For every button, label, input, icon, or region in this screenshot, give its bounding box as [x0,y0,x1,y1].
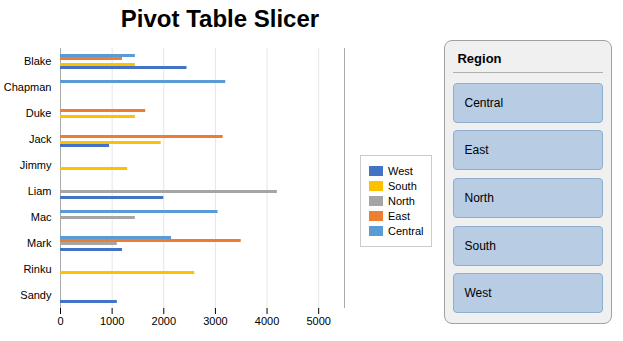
html-text:West: West [388,164,413,177]
html-text:East: East [464,143,489,158]
svg-text:3000: 3000 [203,315,227,327]
svg-text:Jimmy: Jimmy [20,159,52,171]
svg-text:Sandy: Sandy [20,289,52,301]
svg-text:Rinku: Rinku [23,263,51,275]
svg-text:Liam: Liam [28,185,52,197]
svg-text:Mark: Mark [27,237,52,249]
svg-text:Jack: Jack [29,133,52,145]
html-text:Central: Central [464,95,504,110]
svg-text:Chapman: Chapman [4,81,52,93]
svg-text:Mac: Mac [31,211,52,223]
svg-text:0: 0 [57,315,63,327]
svg-text:1000: 1000 [100,315,124,327]
html-text:Region: Region [457,51,502,66]
html-text:North: North [388,194,415,207]
html-text:East: East [388,209,410,222]
svg-text:Blake: Blake [24,55,52,67]
html-text:South: South [388,179,417,192]
svg-text:4000: 4000 [255,315,279,327]
svg-text:2000: 2000 [152,315,176,327]
html-text:West: West [464,286,492,301]
html-text:Central: Central [388,224,424,237]
html-text:Pivot Table Slicer: Pivot Table Slicer [120,5,320,32]
svg-text:5000: 5000 [306,315,330,327]
html-text:North: North [464,191,494,205]
svg-text:Duke: Duke [26,107,52,119]
html-text:South: South [464,238,496,253]
